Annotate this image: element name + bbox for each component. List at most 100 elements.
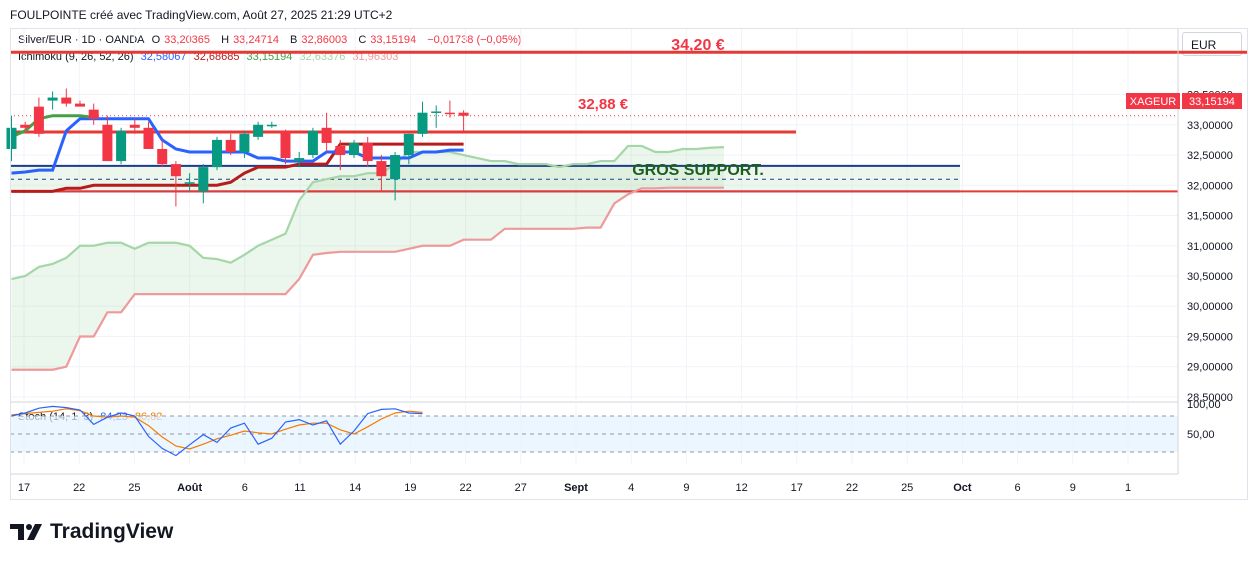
candle-body bbox=[444, 112, 455, 115]
x-tick-label: 6 bbox=[242, 482, 248, 494]
candle-body bbox=[129, 124, 140, 128]
price-tag-value: 33,15194 bbox=[1189, 96, 1235, 108]
stochastic-panel bbox=[10, 405, 1178, 457]
x-tick-label: 22 bbox=[459, 482, 471, 494]
x-tick-label: 19 bbox=[404, 482, 416, 494]
y-tick-label: 30,50000 bbox=[1187, 271, 1233, 283]
y-tick-label: 30,00000 bbox=[1187, 301, 1233, 313]
candle-body bbox=[307, 130, 318, 156]
y-tick-label: 28,50000 bbox=[1187, 392, 1233, 404]
price-tag: XAGEUR 33,15194 bbox=[1126, 93, 1242, 109]
ohlc-open: O 33,20365 bbox=[151, 34, 211, 46]
tradingview-wordmark: TradingView bbox=[50, 520, 174, 543]
ichimoku-spanb-value: 31,96303 bbox=[352, 51, 399, 63]
candle-body bbox=[225, 139, 236, 152]
x-tick-label: 27 bbox=[515, 482, 527, 494]
candle-body bbox=[20, 124, 31, 128]
chart-header-title: FOULPOINTE créé avec TradingView.com, Ao… bbox=[10, 8, 393, 22]
x-tick-label: 4 bbox=[628, 482, 634, 494]
x-tick-label: 22 bbox=[846, 482, 858, 494]
candle-body bbox=[417, 112, 428, 134]
candle-body bbox=[184, 182, 195, 184]
ichimoku-chikou-value: 33,15194 bbox=[246, 51, 293, 63]
x-tick-label: 25 bbox=[901, 482, 913, 494]
ichimoku-tenkan-value: 32,58067 bbox=[140, 51, 187, 63]
price-tag-symbol: XAGEUR bbox=[1130, 96, 1177, 108]
y-tick-label: 31,50000 bbox=[1187, 211, 1233, 223]
ichimoku-kijun-value: 32,68685 bbox=[193, 51, 240, 63]
candle-body bbox=[75, 103, 85, 107]
currency-selector[interactable]: EUR bbox=[1182, 32, 1242, 56]
horizontal-lines bbox=[10, 50, 1248, 193]
tenkan-line bbox=[11, 117, 464, 175]
x-tick-label: 1 bbox=[1125, 482, 1131, 494]
x-tick-label: Oct bbox=[953, 482, 972, 494]
stoch-k-line bbox=[11, 405, 423, 457]
symbol-legend[interactable]: Silver/EUR · 1D · OANDA O 33,20365 H 33,24… bbox=[18, 34, 525, 46]
ichimoku-lines bbox=[10, 114, 724, 371]
ichimoku-legend[interactable]: Ichimoku (9, 26, 52, 26) 32,58067 32,686… bbox=[18, 51, 402, 63]
candle-body bbox=[61, 97, 72, 104]
y-tick-label: 29,50000 bbox=[1187, 331, 1233, 343]
candle-body bbox=[266, 124, 277, 127]
candle-body bbox=[170, 164, 181, 177]
candle-body bbox=[349, 142, 359, 156]
candle-body bbox=[294, 158, 305, 162]
level-label: 32,88 € bbox=[578, 96, 629, 113]
y-tick-label: 32,50000 bbox=[1187, 150, 1233, 162]
cloud-fill bbox=[11, 145, 724, 370]
candle-body bbox=[253, 124, 264, 137]
candle-body bbox=[390, 155, 401, 180]
annotations: 34,20 € 32,88 € GROS SUPPORT. bbox=[578, 37, 764, 179]
candle-body bbox=[321, 127, 332, 143]
x-tick-label: 22 bbox=[73, 482, 85, 494]
tradingview-logo: TradingView bbox=[10, 520, 173, 544]
candles bbox=[6, 88, 469, 207]
x-tick-label: 14 bbox=[349, 482, 361, 494]
stoch-tick-label: 100,00 bbox=[1187, 399, 1221, 411]
candle-body bbox=[33, 106, 44, 134]
candle-body bbox=[280, 130, 291, 159]
resistance-label: 34,20 € bbox=[671, 37, 724, 54]
tradingview-logo-icon bbox=[10, 524, 42, 540]
candle-body bbox=[116, 130, 127, 162]
ichimoku-label: Ichimoku (9, 26, 52, 26) bbox=[18, 51, 134, 63]
candle-body bbox=[6, 127, 17, 149]
candle-body bbox=[102, 124, 113, 162]
ichimoku-cloud bbox=[11, 145, 724, 370]
ohlc-low: B 32,86003 bbox=[290, 34, 348, 46]
x-tick-label: 9 bbox=[1070, 482, 1076, 494]
candle-body bbox=[458, 112, 469, 116]
candle-body bbox=[157, 148, 168, 165]
candle-body bbox=[143, 127, 154, 149]
candle-body bbox=[212, 139, 222, 168]
y-tick-label: 31,00000 bbox=[1187, 241, 1233, 253]
y-tick-label: 33,00000 bbox=[1187, 120, 1233, 132]
x-tick-label: 6 bbox=[1015, 482, 1021, 494]
x-tick-label: Août bbox=[177, 482, 202, 494]
ohlc-close: C 33,15194 bbox=[358, 34, 417, 46]
y-tick-label: 29,00000 bbox=[1187, 362, 1233, 374]
x-tick-label: 12 bbox=[735, 482, 747, 494]
senkou-a-line bbox=[11, 144, 724, 281]
candle-body bbox=[239, 133, 250, 152]
candle-body bbox=[376, 161, 387, 177]
x-tick-label: 25 bbox=[128, 482, 140, 494]
support-label: GROS SUPPORT. bbox=[632, 162, 764, 179]
senkou-b-line bbox=[11, 186, 724, 371]
stoch-tick-label: 50,00 bbox=[1187, 429, 1215, 441]
kijun-line bbox=[11, 142, 464, 193]
candle-body bbox=[198, 167, 209, 192]
candle-body bbox=[403, 133, 414, 156]
ohlc-change: −0,01738 (−0,05%) bbox=[427, 34, 522, 46]
support-zone bbox=[10, 165, 960, 192]
x-tick-label: 9 bbox=[683, 482, 689, 494]
candle-body bbox=[362, 142, 373, 162]
candle-body bbox=[335, 145, 346, 156]
ichimoku-spana-value: 32,63376 bbox=[299, 51, 346, 63]
x-tick-label: 17 bbox=[18, 482, 30, 494]
candle-body bbox=[47, 97, 58, 101]
x-tick-label: 11 bbox=[294, 482, 305, 494]
x-tick-label: Sept bbox=[564, 482, 588, 494]
